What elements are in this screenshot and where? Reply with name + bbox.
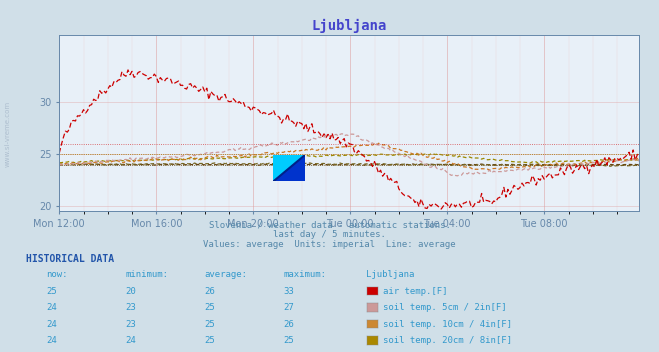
Text: 24: 24 bbox=[46, 336, 57, 345]
Text: 20: 20 bbox=[125, 287, 136, 296]
Text: 23: 23 bbox=[125, 320, 136, 329]
Text: 24: 24 bbox=[46, 303, 57, 312]
Text: 26: 26 bbox=[204, 287, 215, 296]
Text: 27: 27 bbox=[283, 303, 294, 312]
Text: minimum:: minimum: bbox=[125, 270, 168, 279]
Text: 25: 25 bbox=[204, 320, 215, 329]
Text: 25: 25 bbox=[46, 287, 57, 296]
Text: 26: 26 bbox=[283, 320, 294, 329]
Polygon shape bbox=[273, 155, 305, 181]
Text: maximum:: maximum: bbox=[283, 270, 326, 279]
Text: 23: 23 bbox=[125, 303, 136, 312]
Text: average:: average: bbox=[204, 270, 247, 279]
Text: 24: 24 bbox=[46, 320, 57, 329]
Text: 24: 24 bbox=[125, 336, 136, 345]
Text: soil temp. 5cm / 2in[F]: soil temp. 5cm / 2in[F] bbox=[383, 303, 507, 312]
Text: HISTORICAL DATA: HISTORICAL DATA bbox=[26, 254, 115, 264]
Text: now:: now: bbox=[46, 270, 68, 279]
Text: soil temp. 10cm / 4in[F]: soil temp. 10cm / 4in[F] bbox=[383, 320, 512, 329]
Text: Values: average  Units: imperial  Line: average: Values: average Units: imperial Line: av… bbox=[203, 240, 456, 249]
Text: last day / 5 minutes.: last day / 5 minutes. bbox=[273, 230, 386, 239]
Text: soil temp. 20cm / 8in[F]: soil temp. 20cm / 8in[F] bbox=[383, 336, 512, 345]
Text: 25: 25 bbox=[204, 303, 215, 312]
Text: Slovenia / weather data - automatic stations.: Slovenia / weather data - automatic stat… bbox=[208, 220, 451, 229]
Text: 33: 33 bbox=[283, 287, 294, 296]
Title: Ljubljana: Ljubljana bbox=[312, 19, 387, 33]
Polygon shape bbox=[273, 155, 305, 181]
Text: 25: 25 bbox=[283, 336, 294, 345]
Text: air temp.[F]: air temp.[F] bbox=[383, 287, 447, 296]
Text: www.si-vreme.com: www.si-vreme.com bbox=[5, 101, 11, 167]
Text: Ljubljana: Ljubljana bbox=[366, 270, 414, 279]
Text: 25: 25 bbox=[204, 336, 215, 345]
